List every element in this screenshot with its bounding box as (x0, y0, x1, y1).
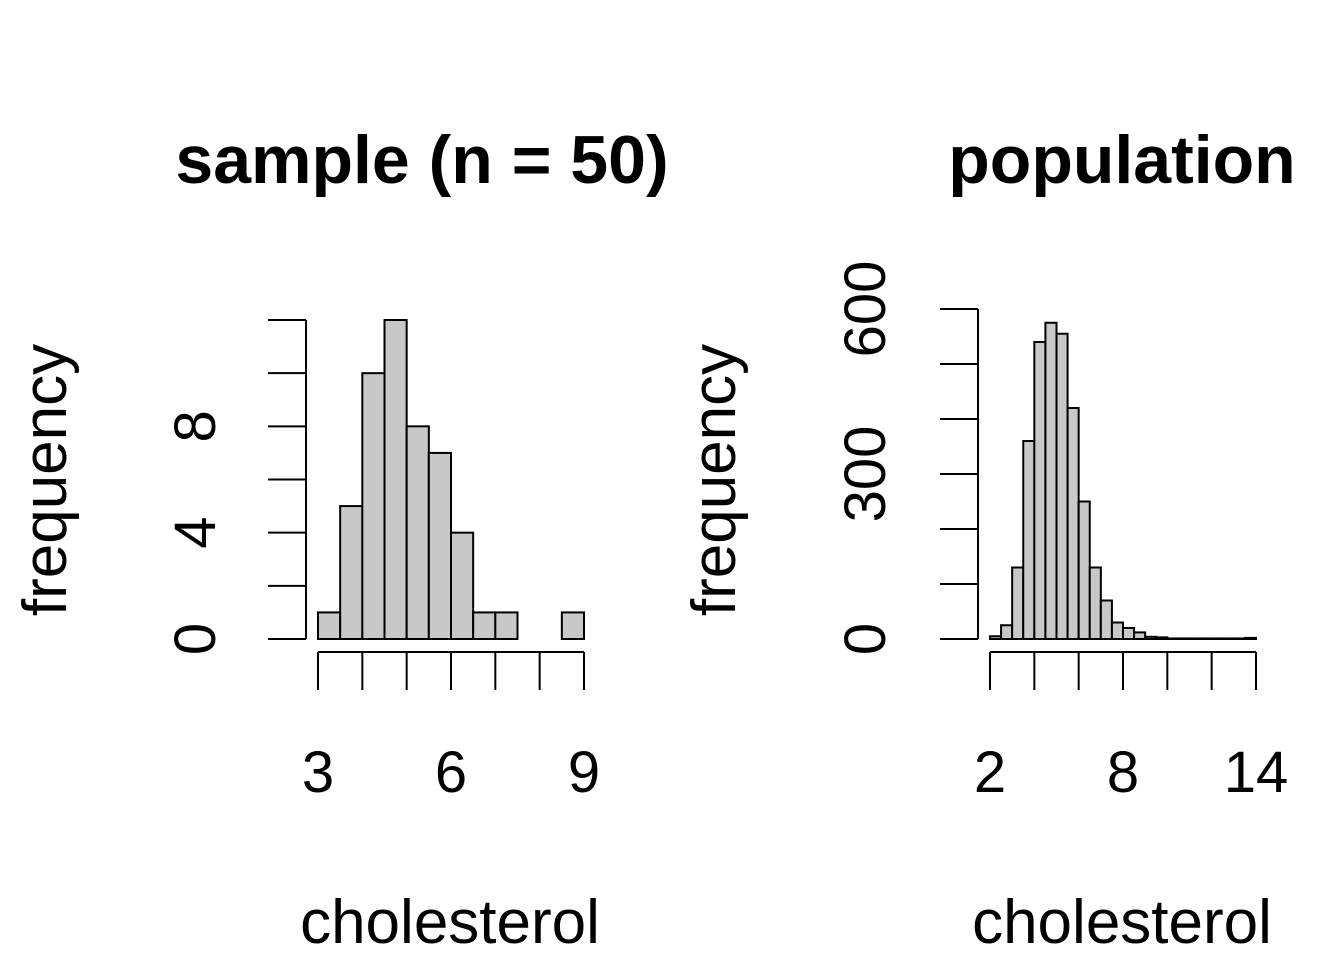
population-bar (1110, 621, 1124, 640)
population-x-axis: 2 8 14 (974, 651, 1289, 805)
population-bar (1166, 637, 1180, 641)
population-bar (1022, 440, 1036, 640)
population-bar (1055, 332, 1069, 640)
population-bar (1177, 637, 1191, 641)
population-bar (1077, 500, 1091, 640)
sample-bar (339, 505, 364, 641)
sample-bar (361, 372, 386, 640)
population-bar (1044, 321, 1058, 640)
population-bar (1243, 636, 1257, 641)
sample-bars (317, 319, 585, 641)
sample-x-tick-label: 6 (435, 740, 467, 805)
sample-histogram-title: sample (n = 50) (175, 122, 668, 198)
sample-y-tick-label: 8 (163, 410, 228, 442)
population-bar (1033, 341, 1047, 640)
sample-bar (494, 611, 519, 641)
sample-bar (472, 611, 497, 641)
sample-x-axis-label: cholesterol (300, 888, 600, 957)
sample-y-axis-label: frequency (11, 344, 80, 616)
population-bar (1210, 637, 1224, 641)
population-x-axis-label: cholesterol (972, 888, 1272, 957)
sample-x-axis: 3 6 9 (302, 651, 600, 805)
population-x-tick-label: 14 (1224, 740, 1289, 805)
population-histogram-panel: population frequency cholesterol 2 8 14 03… (680, 122, 1296, 957)
sample-histogram-panel: sample (n = 50) frequency cholesterol 3 6… (11, 122, 669, 957)
sample-x-tick-label: 9 (568, 740, 600, 805)
sample-bar (560, 611, 585, 641)
population-bars (989, 321, 1257, 641)
population-y-tick-label: 0 (833, 623, 898, 655)
population-bar (1221, 637, 1235, 641)
population-x-tick-label: 8 (1107, 740, 1139, 805)
population-bar (1088, 566, 1102, 640)
sample-x-tick-label: 3 (302, 740, 334, 805)
sample-bar (383, 319, 408, 640)
sample-y-tick-label: 4 (163, 517, 228, 549)
sample-y-axis: 0 4 8 (163, 319, 307, 655)
population-bar (1232, 637, 1246, 641)
population-y-tick-label: 600 (833, 261, 898, 358)
population-x-tick-label: 2 (974, 740, 1006, 805)
population-bar (1066, 407, 1080, 640)
population-bar (989, 635, 1003, 640)
population-y-tick-label: 300 (833, 426, 898, 523)
sample-bar (450, 531, 475, 641)
sample-bar (317, 611, 342, 641)
sample-bar (405, 425, 430, 641)
population-y-axis: 0 300 600 (833, 261, 979, 655)
population-bar (1144, 635, 1158, 640)
population-bar (1122, 627, 1136, 640)
population-bar (1000, 624, 1014, 640)
population-y-axis-label: frequency (680, 344, 749, 616)
population-bar (1199, 637, 1213, 641)
sample-bar (427, 451, 453, 640)
population-histogram-title: population (948, 122, 1295, 198)
population-bar (1133, 631, 1147, 641)
sample-y-tick-label: 0 (163, 623, 228, 655)
population-bar (1099, 599, 1113, 640)
population-bar (1011, 566, 1025, 640)
population-bar (1188, 637, 1202, 641)
population-bar (1155, 636, 1169, 640)
